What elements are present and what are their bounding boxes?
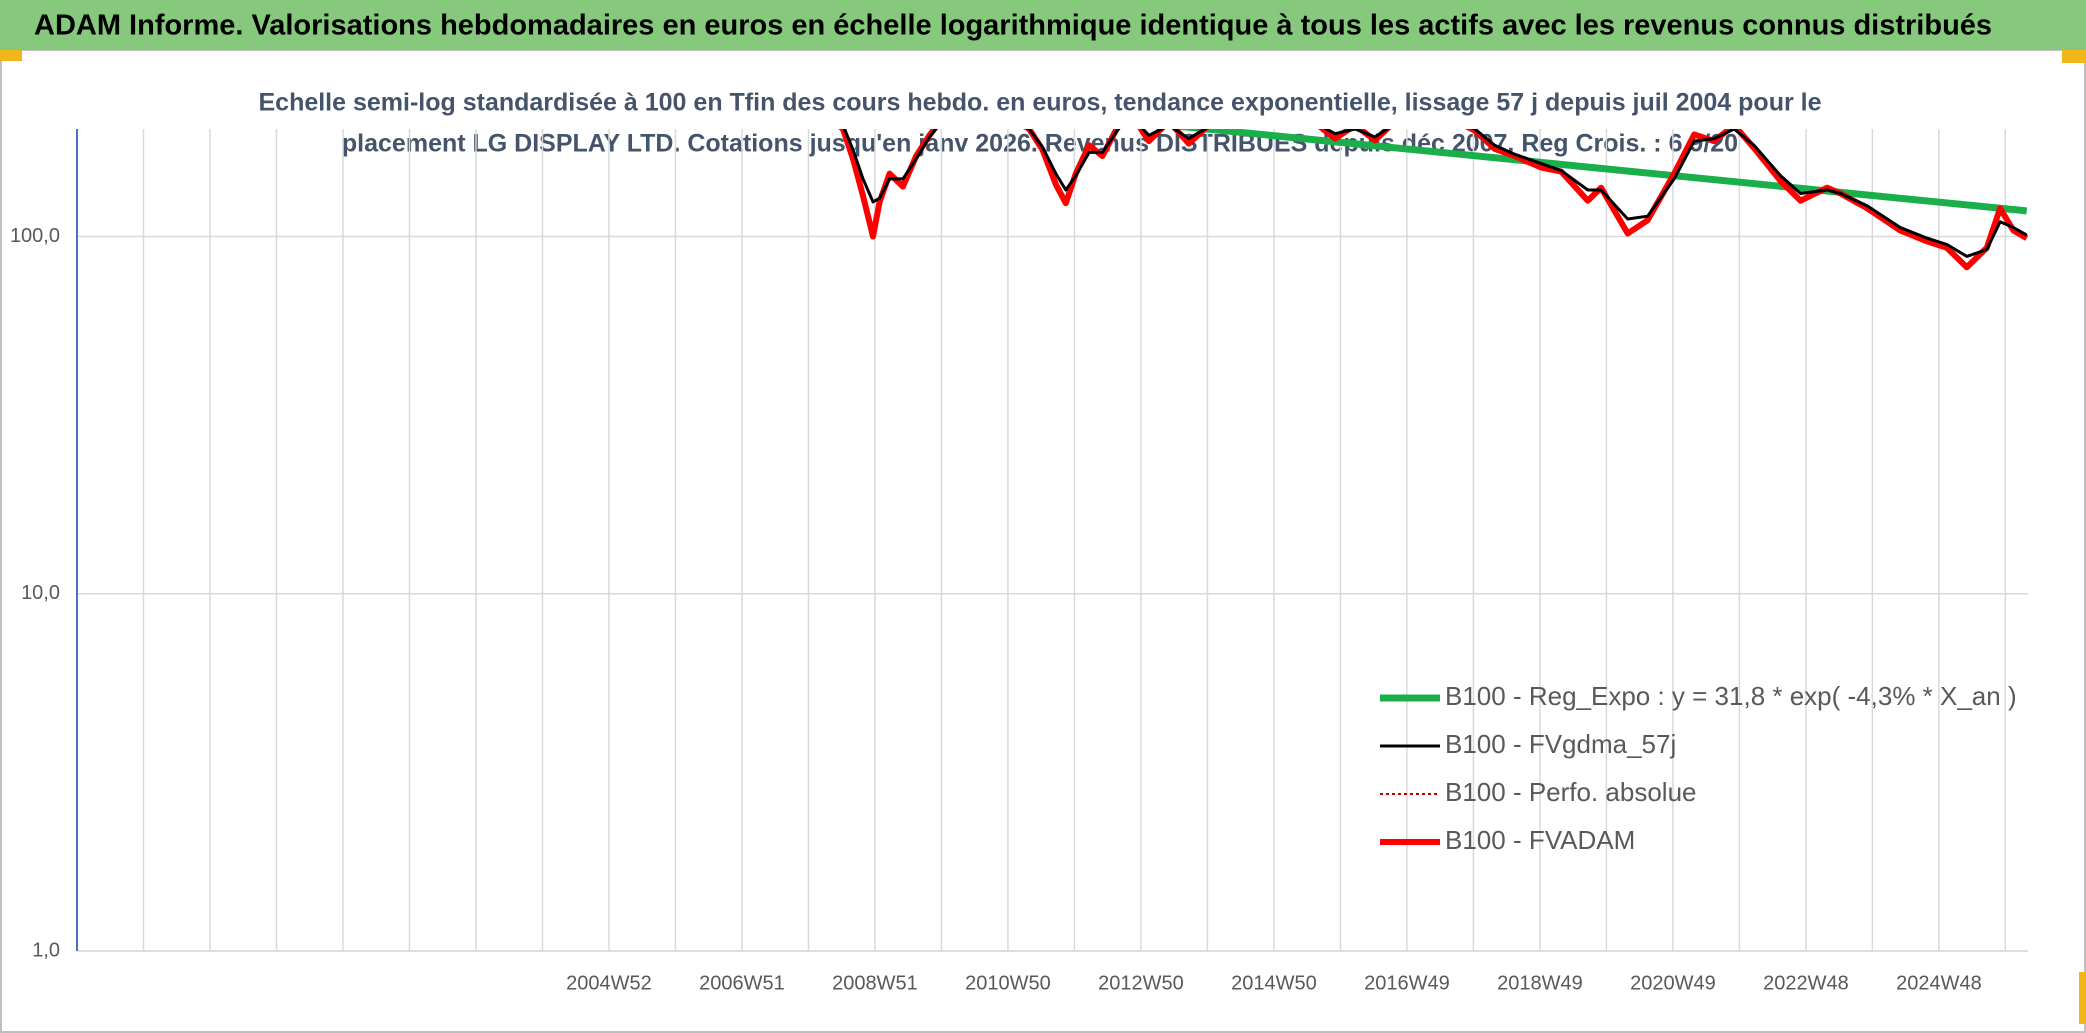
header-bar <box>0 0 2086 50</box>
x-tick-label: 2006W51 <box>699 972 785 994</box>
corner-mark <box>2062 50 2086 63</box>
x-tick-label: 2022W48 <box>1763 972 1849 994</box>
header-title: ADAM Informe. Valorisations hebdomadaire… <box>34 10 1992 42</box>
x-tick-label: 2018W49 <box>1497 972 1583 994</box>
x-tick-label: 2014W50 <box>1231 972 1317 994</box>
y-tick-label: 1,0 <box>32 939 60 961</box>
series-line <box>842 129 2028 258</box>
x-tick-label: 2004W52 <box>566 972 652 994</box>
x-tick-label: 2010W50 <box>965 972 1051 994</box>
x-tick-label: 2008W51 <box>832 972 918 994</box>
x-tick-label: 2020W49 <box>1630 972 1716 994</box>
corner-mark <box>0 50 22 61</box>
x-tick-label: 2016W49 <box>1364 972 1450 994</box>
legend-label: B100 - Reg_Expo : y = 31,8 * exp( -4,3% … <box>1445 681 2017 711</box>
legend-label: B100 - FVADAM <box>1445 825 1635 855</box>
y-tick-label: 100,0 <box>10 225 60 247</box>
chart-subtitle: Echelle semi-log standardisée à 100 en T… <box>258 89 1821 117</box>
legend-label: B100 - FVgdma_57j <box>1445 729 1676 759</box>
legend-label: B100 - Perfo. absolue <box>1445 777 1697 807</box>
corner-mark <box>2079 972 2086 1024</box>
x-tick-label: 2024W48 <box>1896 972 1982 994</box>
x-tick-label: 2012W50 <box>1098 972 1184 994</box>
y-tick-label: 10,0 <box>21 582 60 604</box>
